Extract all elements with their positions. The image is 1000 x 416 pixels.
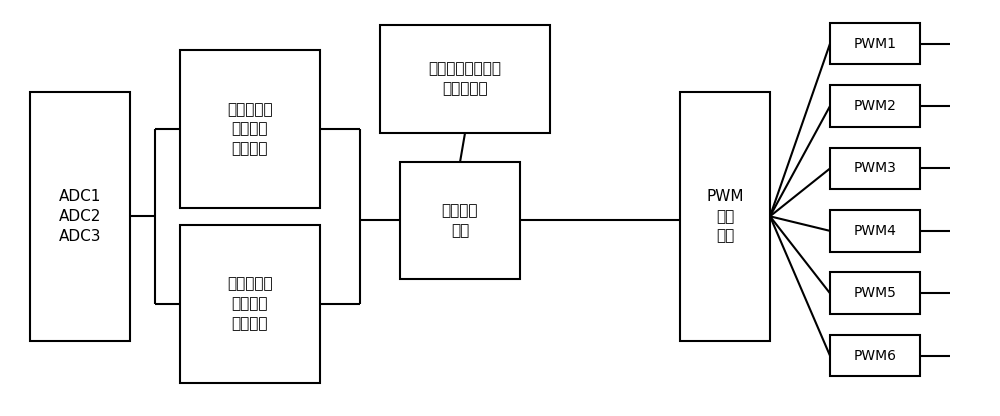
FancyBboxPatch shape [380,25,550,133]
Text: ADC1
ADC2
ADC3: ADC1 ADC2 ADC3 [59,189,101,244]
Text: PWM
控制
模块: PWM 控制 模块 [706,189,744,244]
Text: PWM2: PWM2 [854,99,896,113]
FancyBboxPatch shape [30,92,130,341]
Text: 判断选择
模块: 判断选择 模块 [442,203,478,238]
FancyBboxPatch shape [830,210,920,252]
FancyBboxPatch shape [830,335,920,376]
Text: PWM3: PWM3 [854,161,896,176]
FancyBboxPatch shape [830,272,920,314]
FancyBboxPatch shape [830,23,920,64]
Text: PWM4: PWM4 [854,224,896,238]
FancyBboxPatch shape [830,148,920,189]
Text: PWM1: PWM1 [854,37,896,51]
Text: 实时占空比
计算模块
（单相）: 实时占空比 计算模块 （单相） [227,102,273,156]
Text: 电压检测模块输出
的电压类型: 电压检测模块输出 的电压类型 [428,62,502,97]
FancyBboxPatch shape [400,162,520,279]
FancyBboxPatch shape [830,85,920,127]
Text: 实时占空比
计算模块
（三相）: 实时占空比 计算模块 （三相） [227,276,273,331]
FancyBboxPatch shape [180,225,320,383]
Text: PWM5: PWM5 [854,286,896,300]
Text: PWM6: PWM6 [854,349,896,363]
FancyBboxPatch shape [680,92,770,341]
FancyBboxPatch shape [180,50,320,208]
